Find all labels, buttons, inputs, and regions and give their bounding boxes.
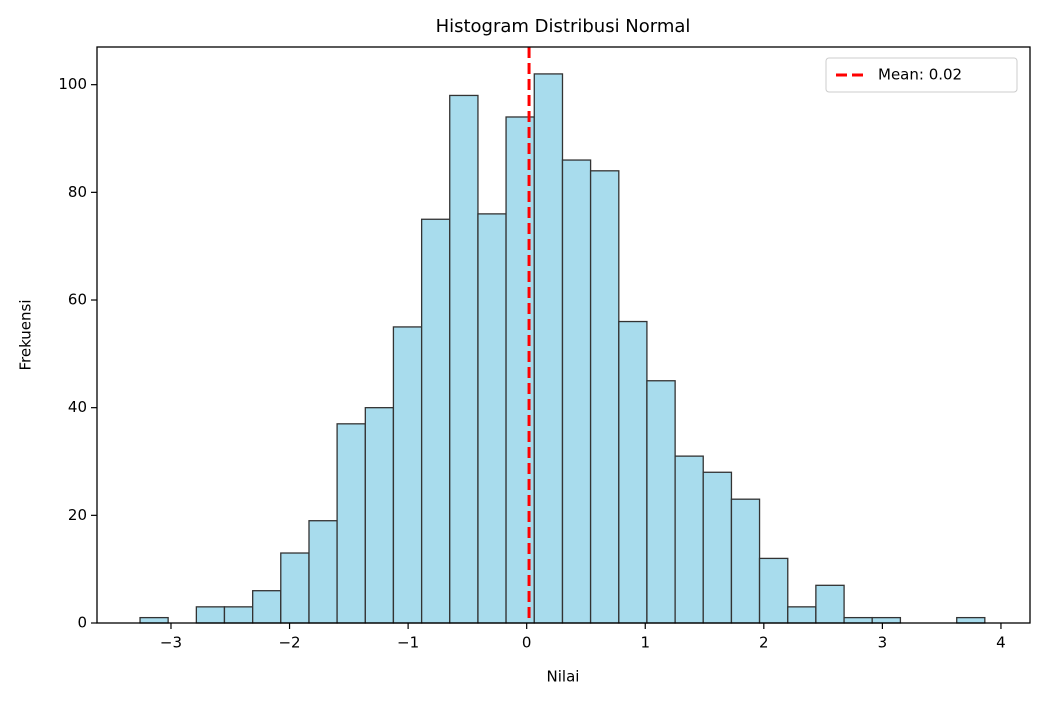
bar [336,423,366,624]
bar [758,557,789,624]
x-tick-label: 1 [640,634,650,652]
y-tick-label: 80 [68,183,87,201]
legend-box [825,57,1018,93]
bar [730,498,761,624]
x-tick-label: 0 [522,634,532,652]
bar [589,170,620,624]
bar [871,616,902,624]
bar [561,159,592,624]
bar [223,606,254,624]
chart-title: Histogram Distribusi Normal [436,16,691,37]
bar [308,520,338,624]
bar [843,616,873,624]
y-tick-label: 20 [68,506,87,524]
x-tick-label: −3 [160,634,182,652]
bar [252,590,282,624]
bar [646,380,676,624]
bar [477,213,507,624]
x-tick-label: −2 [278,634,300,652]
bar [533,73,564,624]
bar [280,552,310,624]
bar [956,616,986,624]
bar [674,455,704,624]
x-tick-label: 2 [759,634,769,652]
bar [139,616,169,624]
y-tick-label: 40 [68,398,87,416]
x-tick-label: −1 [397,634,419,652]
x-tick-label: 3 [878,634,888,652]
bar [815,584,845,624]
bar [702,471,733,624]
bar [449,94,479,624]
legend-label: Mean: 0.02 [878,66,962,84]
y-tick-label: 100 [58,75,87,93]
bar [787,606,817,624]
bar [392,326,423,624]
bar [364,407,395,624]
y-axis-label: Frekuensi [17,299,35,370]
bar [195,606,226,624]
y-tick-label: 0 [77,614,87,632]
bar [618,320,648,624]
x-axis-label: Nilai [547,668,580,686]
plot-frame [96,46,1031,624]
y-tick-label: 60 [68,291,87,309]
bar [420,218,451,624]
x-tick-label: 4 [996,634,1006,652]
